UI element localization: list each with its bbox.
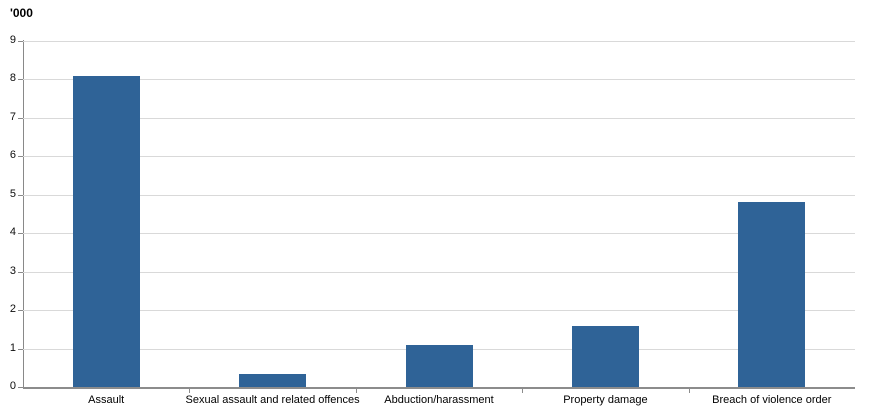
x-category-label-1: Sexual assault and related offences xyxy=(185,394,360,406)
y-axis-units-label: '000 xyxy=(10,6,33,20)
bar-sexual-assault-and-related-offences xyxy=(239,373,307,387)
gridline-y-6 xyxy=(23,156,855,158)
y-axis-tick-4 xyxy=(18,233,23,235)
x-axis-tick-3 xyxy=(522,389,524,393)
plot-area xyxy=(18,40,855,393)
gridline-y-2 xyxy=(23,310,855,312)
x-category-label-0: Assault xyxy=(88,394,125,406)
y-tick-label-6: 6 xyxy=(9,149,16,162)
x-axis-tick-1 xyxy=(189,389,191,393)
y-tick-label-1: 1 xyxy=(9,341,16,354)
x-category-label-2: Abduction/harassment xyxy=(384,394,494,406)
y-tick-label-8: 8 xyxy=(9,72,16,85)
y-tick-label-0: 0 xyxy=(9,380,16,392)
y-tick-label-5: 5 xyxy=(9,187,16,200)
y-axis-tick-3 xyxy=(18,271,23,273)
y-axis-tick-7 xyxy=(18,117,23,119)
gridline-y-5 xyxy=(23,194,855,196)
y-axis-tick-6 xyxy=(18,156,23,158)
y-tick-label-3: 3 xyxy=(9,264,16,277)
bar-breach-of-violence-order xyxy=(738,202,806,387)
bar-abduction-harassment xyxy=(405,344,473,387)
y-axis-tick-2 xyxy=(18,310,23,312)
x-axis-line xyxy=(23,387,855,389)
bar-property-damage xyxy=(571,325,639,387)
y-tick-label-2: 2 xyxy=(9,303,16,316)
y-axis-tick-1 xyxy=(18,348,23,350)
gridline-y-4 xyxy=(23,233,855,235)
gridline-y-3 xyxy=(23,271,855,273)
y-axis-tick-0 xyxy=(18,387,23,388)
y-axis-tick-9 xyxy=(18,41,23,42)
x-axis-tick-4 xyxy=(688,389,690,393)
bar-assault xyxy=(72,75,140,387)
gridline-y-7 xyxy=(23,117,855,119)
y-axis-line xyxy=(23,40,24,387)
x-axis-tick-2 xyxy=(355,389,357,393)
gridline-y-8 xyxy=(23,79,855,81)
gridline-y-9 xyxy=(23,41,855,42)
y-axis-tick-8 xyxy=(18,79,23,81)
y-tick-label-4: 4 xyxy=(9,226,16,239)
y-tick-label-7: 7 xyxy=(9,110,16,123)
x-category-label-4: Breach of violence order xyxy=(712,394,832,406)
x-category-label-3: Property damage xyxy=(563,394,648,406)
y-axis-tick-5 xyxy=(18,194,23,196)
y-tick-label-9: 9 xyxy=(9,34,16,46)
